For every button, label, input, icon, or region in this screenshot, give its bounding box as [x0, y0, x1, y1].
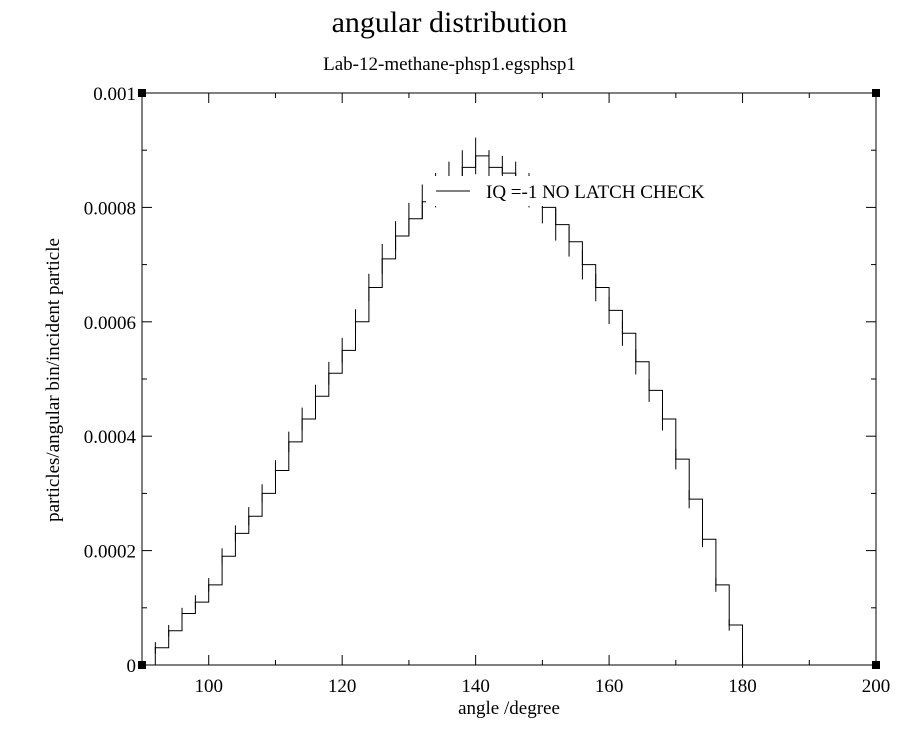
data-point: [168, 630, 170, 632]
data-point: [208, 584, 210, 586]
data-point: [595, 286, 597, 289]
data-point: [314, 395, 317, 397]
data-point: [234, 532, 237, 535]
data-point: [368, 286, 370, 289]
x-tick-label: 100: [194, 676, 223, 697]
data-point: [381, 258, 383, 260]
data-point: [341, 349, 343, 351]
series-line: [142, 155, 743, 666]
data-point: [354, 321, 357, 323]
data-point: [661, 418, 664, 420]
data-point: [194, 601, 196, 603]
data-point: [621, 332, 624, 334]
data-point: [421, 201, 423, 203]
data-point: [568, 241, 570, 243]
data-point: [688, 498, 690, 500]
x-tick-label: 160: [595, 676, 624, 697]
x-tick-label: 140: [461, 676, 490, 697]
data-point: [741, 664, 744, 666]
x-tick-label: 120: [328, 676, 357, 697]
data-point: [141, 664, 143, 666]
y-tick-label: 0.0002: [84, 542, 136, 563]
data-point: [154, 647, 156, 649]
data-point: [581, 264, 584, 266]
data-point: [541, 206, 543, 208]
x-axis-label: angle /degree: [458, 698, 560, 719]
x-tick-label: 180: [728, 676, 757, 697]
legend-label: IQ =-1 NO LATCH CHECK: [486, 182, 705, 203]
data-point: [555, 223, 557, 226]
data-point: [475, 155, 477, 157]
data-point: [635, 361, 637, 363]
data-point: [675, 458, 677, 460]
data-point: [274, 469, 277, 472]
data-point: [328, 372, 330, 374]
data-point: [608, 309, 610, 311]
y-tick-label: 0.001: [93, 84, 136, 105]
data-point: [648, 389, 650, 392]
data-point: [221, 555, 223, 557]
data-point: [728, 624, 730, 626]
y-tick-label: 0.0008: [84, 198, 136, 219]
chart-title: angular distribution: [331, 6, 568, 39]
data-point: [261, 492, 263, 494]
data-point: [701, 538, 704, 540]
data-point: [301, 418, 303, 420]
data-point: [288, 441, 290, 443]
data-point: [488, 166, 490, 168]
legend-box: [426, 176, 760, 206]
y-tick-label: 0: [127, 656, 137, 677]
chart-subtitle: Lab-12-methane-phsp1.egsphsp1: [323, 54, 576, 75]
data-point: [461, 166, 463, 168]
data-point: [181, 612, 183, 615]
y-axis-label: particles/angular bin/incident particle: [43, 238, 64, 522]
x-tick-label: 200: [862, 676, 891, 697]
y-tick-label: 0.0006: [84, 313, 136, 334]
y-tick-label: 0.0004: [84, 427, 137, 448]
data-point: [248, 515, 250, 517]
data-point: [715, 584, 717, 586]
data-point: [501, 172, 503, 174]
data-point: [394, 235, 397, 237]
data-point: [408, 218, 410, 220]
